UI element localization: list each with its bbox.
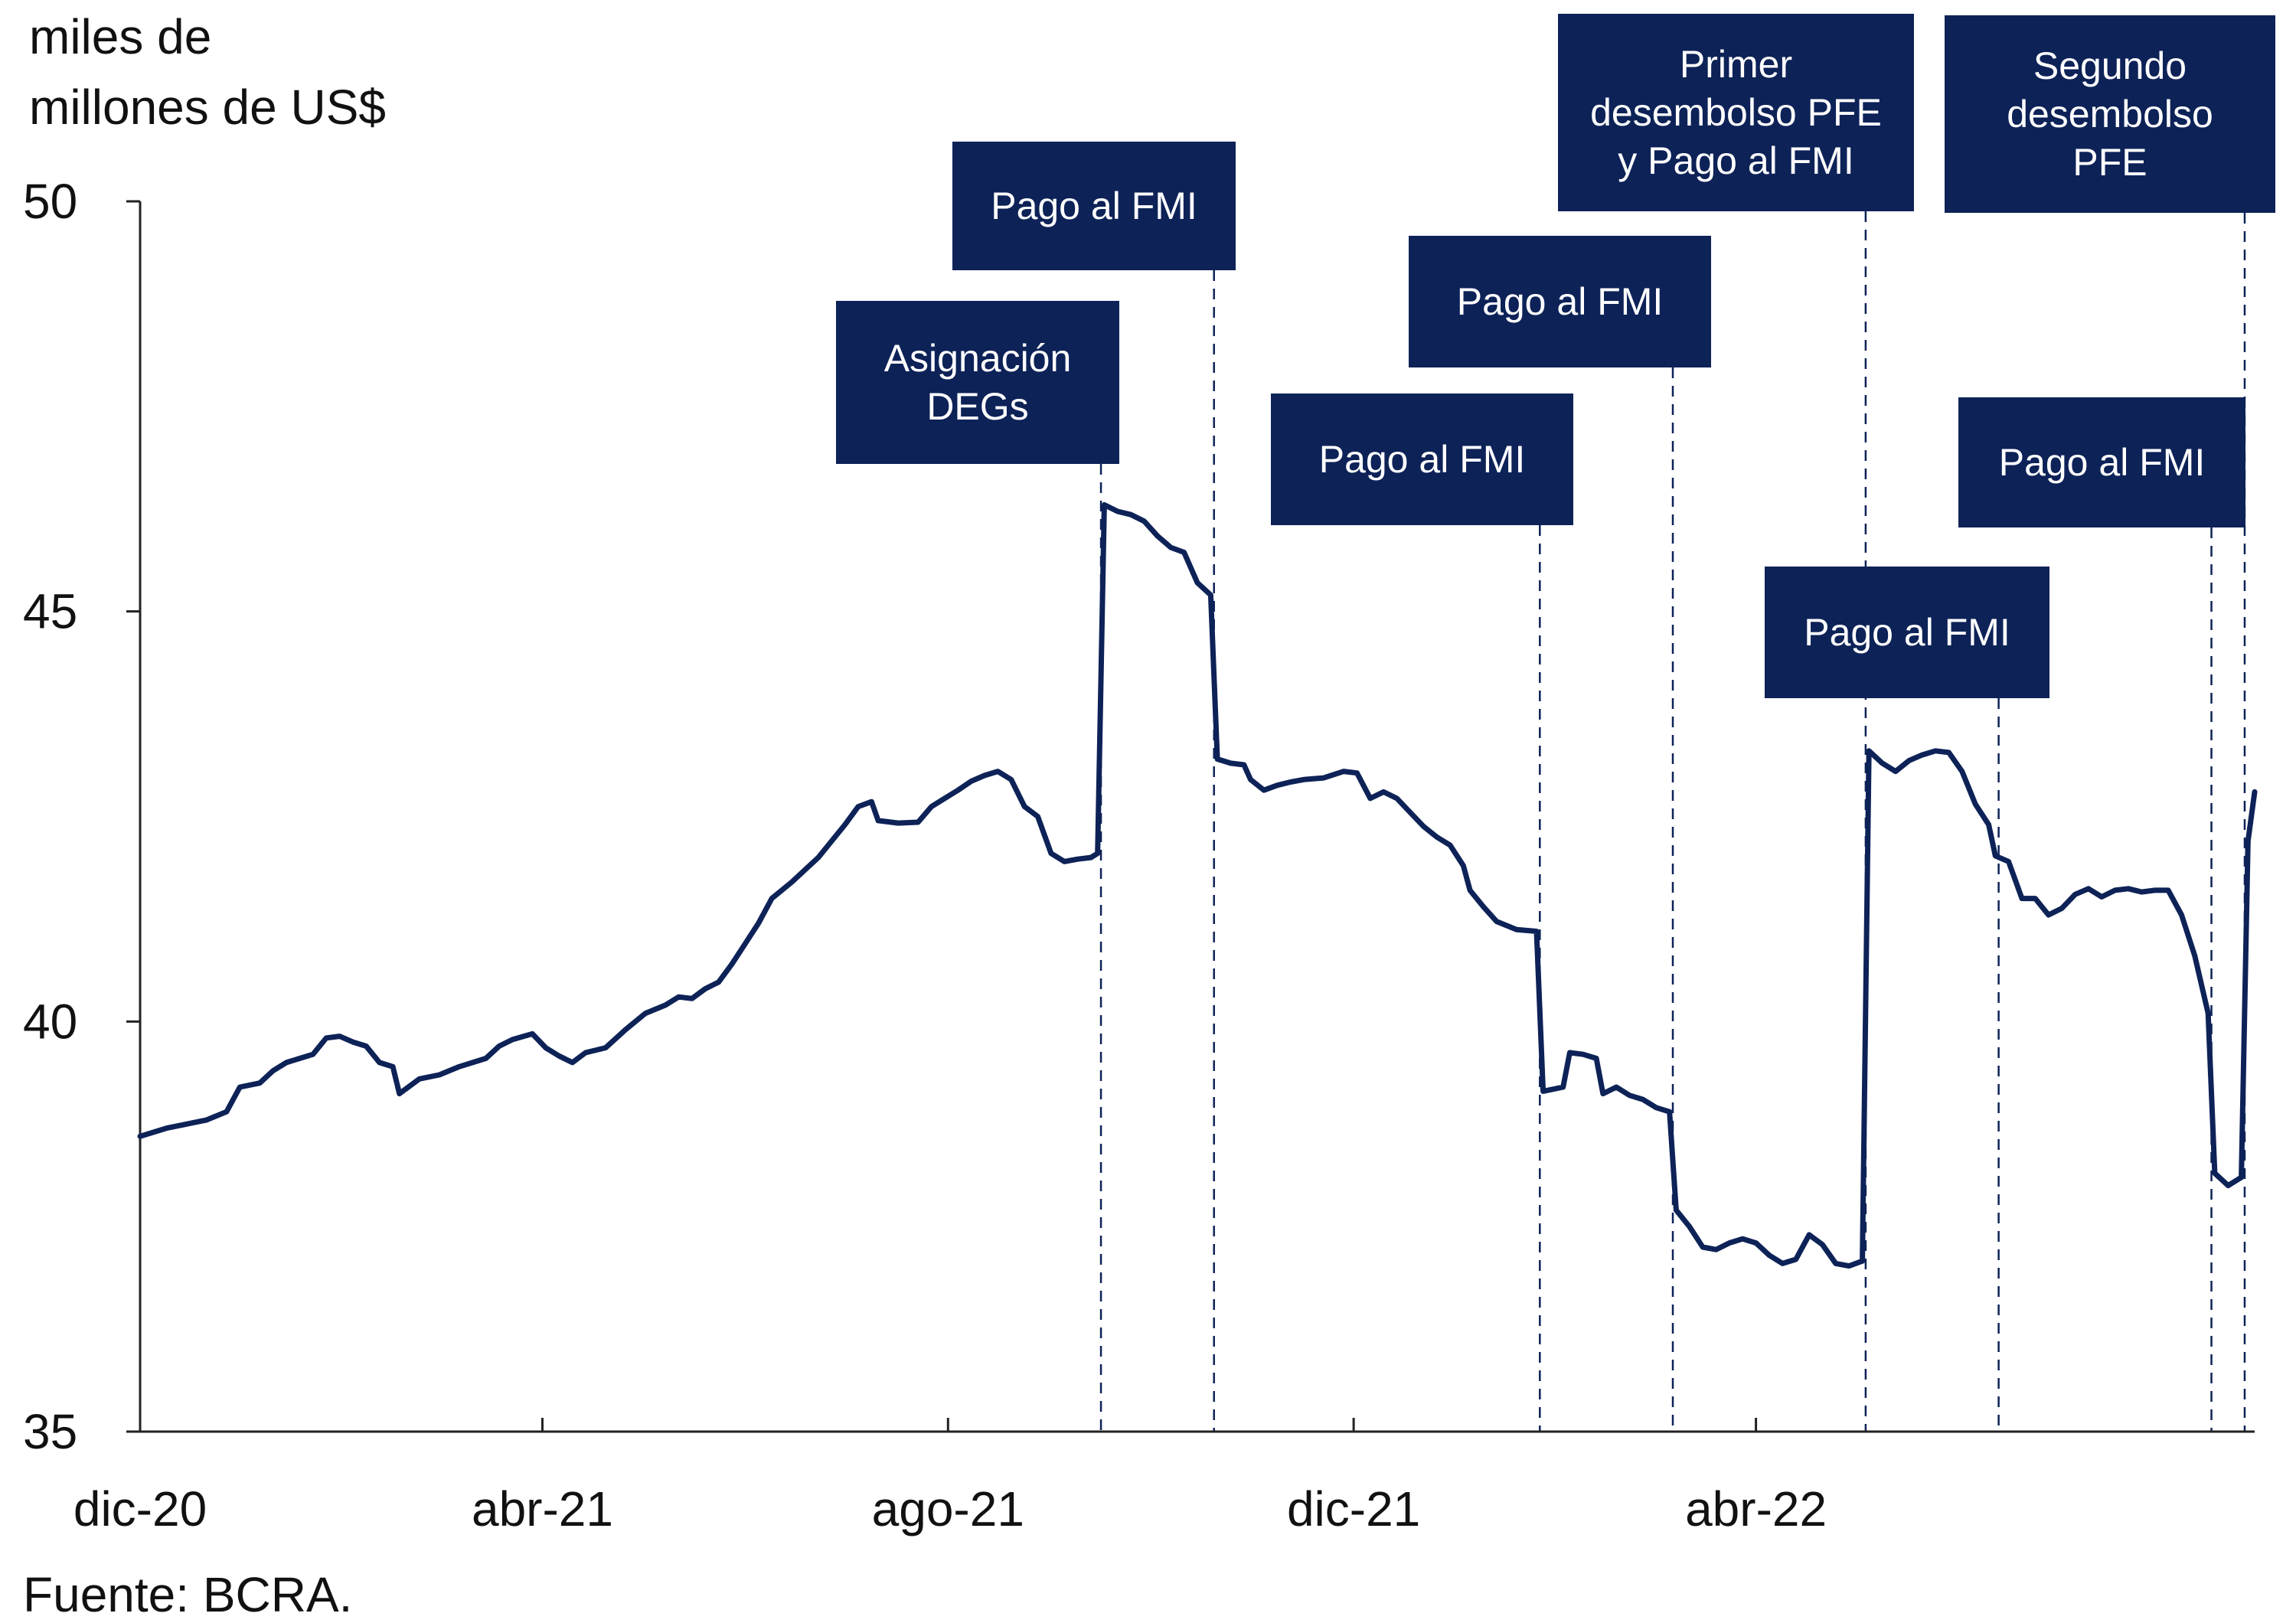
x-ticks: dic-20 abr-21 ago-21 dic-21 abr-22 [73, 1418, 1827, 1536]
annotation-label: Pago al FMI [1457, 280, 1664, 323]
reserves-series-line [137, 501, 2258, 1269]
x-tick-label: abr-22 [1685, 1481, 1827, 1536]
annotation-box [1765, 567, 2049, 698]
annotation-label: desembolso PFE [1590, 91, 1882, 134]
annotation-box [1945, 15, 2275, 213]
annotation-box [1271, 394, 1573, 525]
annotation-label: Pago al FMI [1804, 611, 2010, 654]
annotation-label: DEGs [926, 385, 1028, 428]
annotation-label: Asignación [884, 337, 1072, 380]
y-tick-label: 50 [23, 174, 77, 229]
annotation-label: Pago al FMI [1319, 438, 1526, 481]
y-ticks: 35 40 45 50 [23, 174, 140, 1459]
y-tick-label: 40 [23, 994, 77, 1049]
x-tick-label: dic-21 [1287, 1481, 1420, 1536]
annotation-label: desembolso [2007, 93, 2213, 136]
annotation-box [1409, 236, 1711, 367]
annotation-label: Segundo [2033, 44, 2187, 87]
x-tick-label: dic-20 [73, 1481, 207, 1536]
annotations: Asignación DEGs Pago al FMI Pago al FMI Pago… [836, 14, 2275, 698]
x-tick-label: abr-21 [472, 1481, 613, 1536]
y-axis-label-line-1: miles de [29, 9, 211, 64]
annotation-label: PFE [2072, 141, 2147, 184]
x-tick-label: ago-21 [872, 1481, 1024, 1536]
annotation-label: Primer [1680, 43, 1792, 86]
y-tick-label: 45 [23, 584, 77, 639]
annotation-label: y Pago al FMI [1618, 139, 1853, 182]
annotation-box [1958, 397, 2245, 527]
annotation-box [836, 301, 1119, 464]
annotation-box [1558, 14, 1914, 211]
y-axis-label-line-2: millones de US$ [29, 80, 386, 135]
annotation-box [952, 142, 1236, 270]
annotation-label: Pago al FMI [1999, 441, 2206, 484]
y-tick-label: 35 [23, 1404, 77, 1459]
axes [139, 201, 2255, 1433]
source-note: Fuente: BCRA. [23, 1567, 352, 1622]
annotation-label: Pago al FMI [991, 185, 1197, 227]
